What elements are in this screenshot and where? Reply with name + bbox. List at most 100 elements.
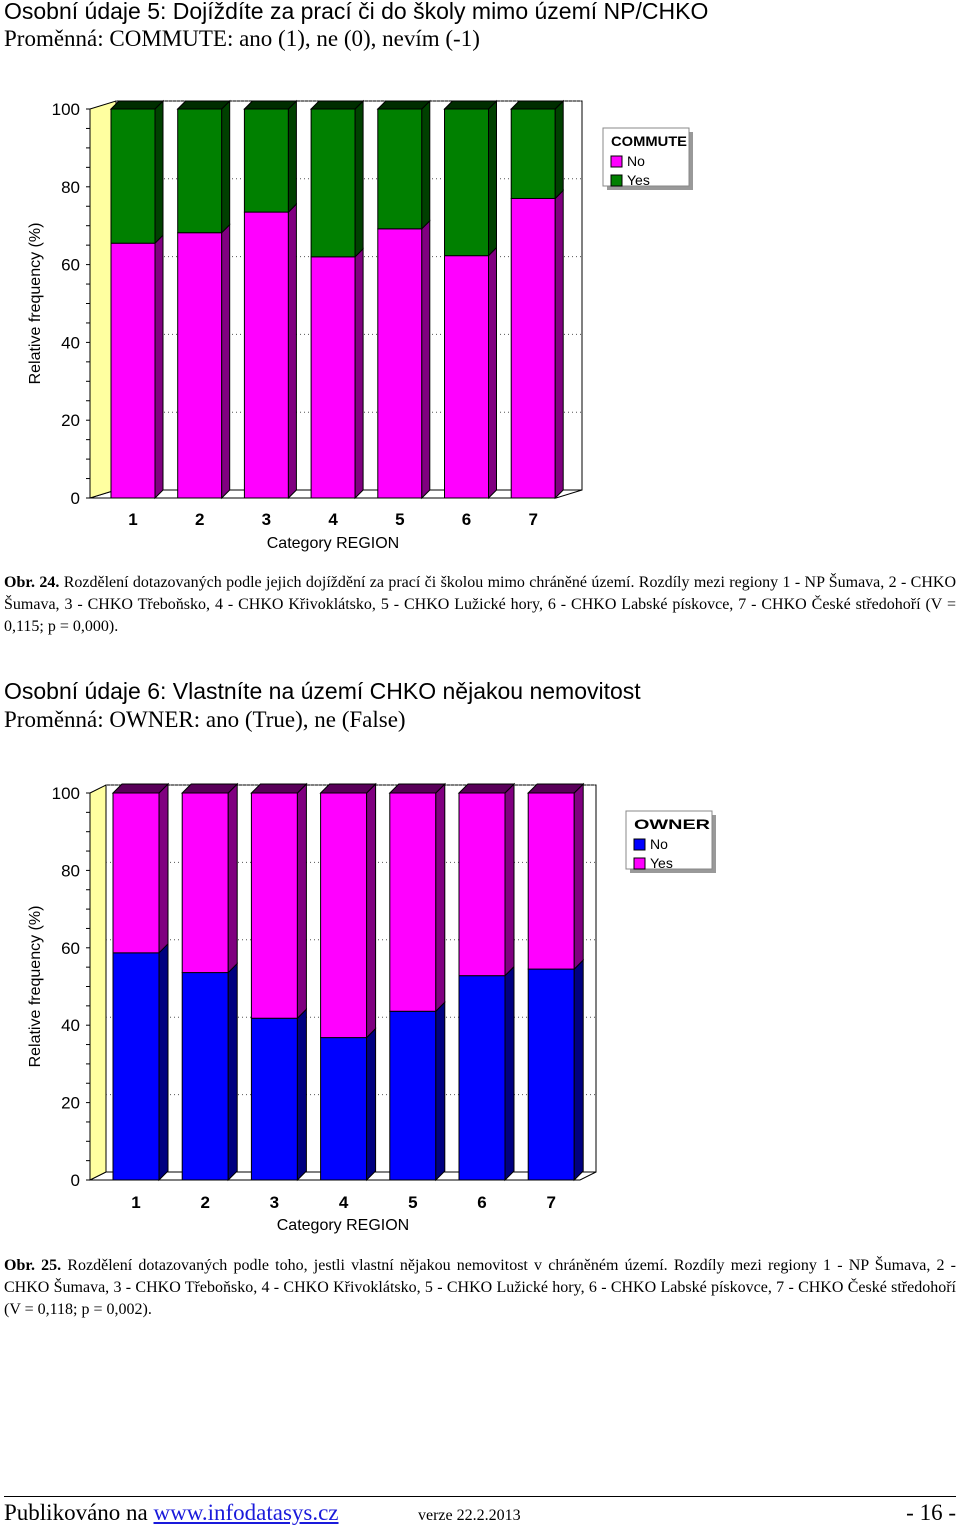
legend-swatch (610, 155, 623, 168)
figure-25-caption: Obr. 25. Rozdělení dotazovaných podle to… (4, 1255, 956, 1321)
bar-segment (458, 975, 506, 1181)
bar-side (435, 782, 446, 1013)
bar-top (111, 783, 170, 794)
bar-side (573, 958, 584, 1182)
x-tick-label: 6 (477, 1193, 486, 1212)
x-tick-label: 7 (528, 510, 537, 529)
x-tick-label: 4 (339, 1193, 349, 1212)
bar-segment (110, 242, 156, 499)
bar-segment (110, 108, 156, 244)
bar-side (158, 782, 169, 955)
bar-top (180, 783, 239, 794)
x-axis-label: Category REGION (277, 1217, 409, 1234)
figure-24-caption: Obr. 24. Rozdělení dotazovaných podle je… (4, 572, 956, 638)
bar-side (573, 782, 584, 971)
x-axis-label: Category REGION (267, 535, 399, 552)
y-tick-label: 0 (71, 489, 80, 508)
y-tick-label: 60 (61, 256, 80, 275)
y-tick-label: 60 (61, 939, 80, 958)
legend-label: Yes (650, 855, 673, 871)
y-tick-label: 0 (71, 1171, 80, 1190)
bar-segment (243, 211, 289, 499)
bar-top (388, 783, 447, 794)
bar-segment (389, 1010, 437, 1181)
x-tick-label: 1 (131, 1193, 140, 1212)
bar-top (376, 100, 432, 110)
y-tick-label: 80 (61, 178, 80, 197)
footer-version: verze 22.2.2013 (418, 1507, 521, 1524)
bar-side (366, 1027, 377, 1182)
y-tick-label: 40 (61, 1016, 80, 1035)
left-wall (89, 784, 107, 1181)
x-tick-label: 7 (546, 1193, 555, 1212)
legend-title: OWNER (634, 816, 710, 832)
x-tick-label: 5 (395, 510, 404, 529)
bar-segment (112, 952, 160, 1181)
bar-side (227, 782, 238, 974)
x-tick-label: 2 (195, 510, 204, 529)
bar-top (457, 783, 516, 794)
x-tick-label: 3 (270, 1193, 279, 1212)
x-tick-label: 4 (328, 510, 338, 529)
bar-side (227, 962, 238, 1182)
bar-segment (181, 972, 229, 1181)
legend-swatch (633, 857, 646, 870)
y-tick-label: 100 (52, 784, 80, 803)
bar-top (443, 100, 498, 110)
bar-segment (320, 792, 368, 1039)
bar-side (504, 782, 515, 977)
bar-segment (444, 255, 489, 499)
bar-side (296, 1008, 307, 1182)
y-tick-label: 40 (61, 333, 80, 352)
owner-chart: 0 20 40 60 80 100 Relative frequency (%) 1 2 3 4 5 6… (27, 782, 716, 1234)
footer-published: Publikováno na www.infodatasys.cz (4, 1500, 339, 1526)
footer-link[interactable]: www.infodatasys.cz (153, 1500, 339, 1525)
bar-side (435, 1001, 446, 1182)
bar-top (109, 100, 165, 110)
x-tick-label: 5 (408, 1193, 417, 1212)
figure-24-text: Rozdělení dotazovaných podle jejich dojí… (4, 574, 957, 635)
bar-segment (250, 792, 298, 1019)
bar-top (309, 100, 365, 110)
legend-title: COMMUTE (611, 133, 687, 149)
bar-top (319, 783, 377, 794)
bar-top (243, 100, 298, 110)
x-tick-label: 3 (262, 510, 271, 529)
plot-area: 0 20 40 60 80 100 Relative frequency (%) 1 2 3 4 5 6… (27, 782, 716, 1234)
x-tick-label: 6 (462, 510, 471, 529)
x-tick-label: 2 (200, 1193, 209, 1212)
bar-segment (250, 1017, 298, 1181)
section-2-heading: Osobní údaje 6: Vlastníte na území CHKO … (4, 678, 641, 704)
bar-segment (527, 792, 575, 970)
y-tick-label: 80 (61, 861, 80, 880)
bar-side (366, 782, 377, 1039)
x-tick-label: 1 (128, 510, 137, 529)
y-tick-label: 20 (61, 411, 80, 430)
bar-top (250, 783, 308, 794)
footer-page-number: - 16 - (906, 1500, 956, 1525)
bar-top (176, 100, 231, 110)
bar-segment (320, 1037, 368, 1181)
bar-segment (377, 228, 423, 499)
footer-rule (4, 1496, 956, 1497)
figure-25-text: Rozdělení dotazovaných podle toho, jestl… (4, 1257, 957, 1318)
bar-segment (389, 792, 437, 1012)
bar-segment (458, 792, 506, 977)
legend-swatch (633, 838, 646, 851)
bar-top (509, 100, 565, 110)
legend: COMMUTE No Yes (602, 127, 693, 190)
bar-segment (112, 792, 160, 954)
bar-segment (510, 197, 556, 499)
legend-label: No (650, 836, 668, 852)
bar-side (158, 942, 169, 1182)
y-axis-label: Relative frequency (%) (27, 223, 44, 385)
plot-area: 0 20 40 60 80 100 Relative frequency (%) 1 2 3 4 5 6… (27, 99, 693, 552)
legend-label: Yes (627, 172, 650, 188)
y-axis-label: Relative frequency (%) (27, 906, 44, 1068)
legend-swatch (610, 174, 623, 187)
commute-chart: 0 20 40 60 80 100 Relative frequency (%) 1 2 3 4 5 6… (27, 99, 693, 552)
figure-25-label: Obr. 25. (4, 1257, 62, 1274)
y-tick-label: 100 (52, 100, 80, 119)
bar-side (504, 965, 515, 1182)
section-2-subheading: Proměnná: OWNER: ano (True), ne (False) (4, 707, 406, 732)
